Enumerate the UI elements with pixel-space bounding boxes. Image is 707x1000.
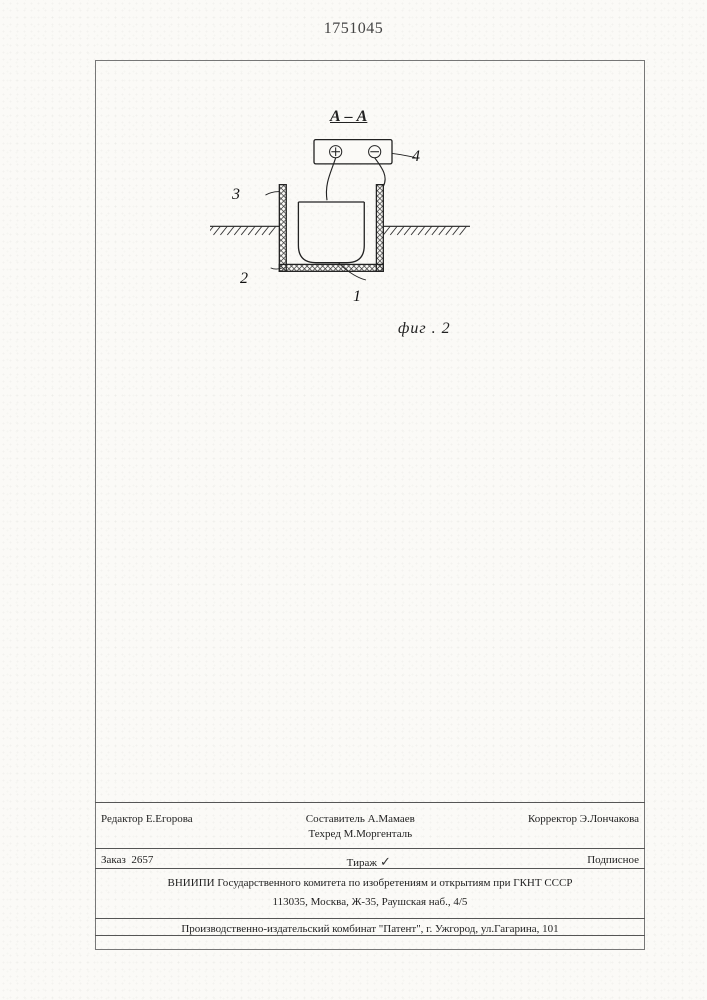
order-number: Заказ 2657 [101, 853, 153, 871]
tirazh: Тираж✓ [347, 853, 394, 871]
compiler-techred-credit: Составитель А.Мамаев Техред М.Моргенталь [193, 812, 528, 842]
footer-rule-4 [95, 918, 645, 919]
footer-rule-2 [95, 848, 645, 849]
printer-line: Производственно-издательский комбинат "П… [95, 920, 645, 939]
org-block: ВНИИПИ Государственного комитета по изоб… [95, 874, 645, 912]
order-row: Заказ 2657 Тираж✓ Подписное [95, 851, 645, 873]
editor-credit: Редактор Е.Егорова [101, 812, 193, 842]
corrector-credit: Корректор Э.Лончакова [528, 812, 639, 842]
credits-block: Редактор Е.Егорова Составитель А.Мамаев … [95, 810, 645, 844]
schematic-diagram [210, 100, 470, 330]
org-line-2: 113035, Москва, Ж-35, Раушская наб., 4/5 [95, 893, 645, 912]
checkmark-icon: ✓ [377, 853, 394, 871]
org-line-1: ВНИИПИ Государственного комитета по изоб… [95, 874, 645, 893]
footer-rule-1 [95, 802, 645, 803]
subscription: Подписное [587, 853, 639, 871]
document-number: 1751045 [0, 20, 707, 38]
